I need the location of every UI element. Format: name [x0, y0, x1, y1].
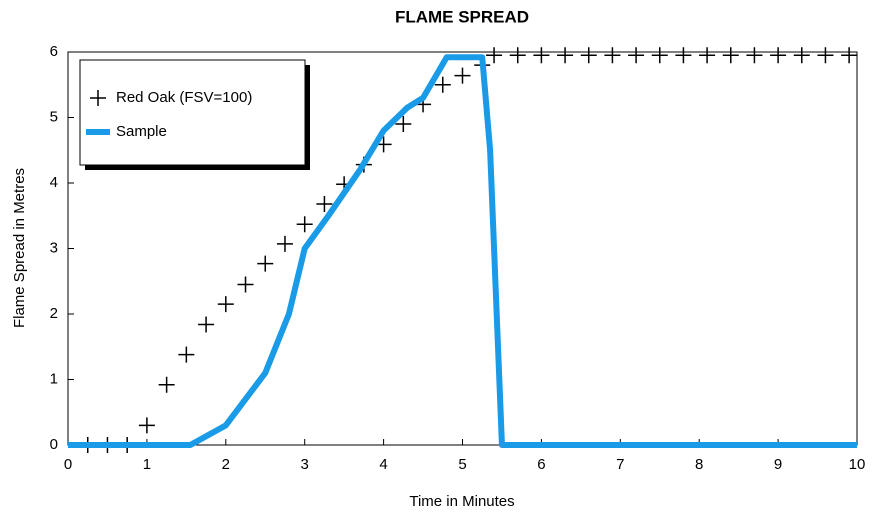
data-point — [434, 76, 451, 93]
data-point — [841, 47, 858, 64]
data-point — [395, 116, 412, 133]
data-point — [178, 346, 195, 363]
y-tick-label: 1 — [50, 370, 58, 387]
x-tick-label: 1 — [143, 456, 151, 473]
data-point — [793, 47, 810, 64]
data-point — [580, 47, 597, 64]
chart-title: FLAME SPREAD — [395, 7, 529, 26]
y-tick-label: 0 — [50, 436, 58, 453]
data-point — [557, 47, 574, 64]
y-tick-label: 2 — [50, 305, 58, 322]
x-axis-label: Time in Minutes — [409, 493, 514, 510]
x-tick-label: 8 — [695, 456, 703, 473]
legend-label: Sample — [116, 123, 167, 140]
data-point — [651, 47, 668, 64]
data-point — [217, 296, 234, 313]
data-point — [158, 376, 175, 393]
data-point — [296, 216, 313, 233]
data-point — [817, 47, 834, 64]
legend-label: Red Oak (FSV=100) — [116, 89, 252, 106]
data-point — [486, 47, 503, 64]
data-point — [138, 417, 155, 434]
legend-box — [79, 59, 306, 166]
data-point — [699, 47, 716, 64]
data-point — [628, 47, 645, 64]
x-tick-label: 3 — [301, 456, 309, 473]
y-tick-label: 5 — [50, 108, 58, 125]
y-axis-label: Flame Spread in Metres — [11, 168, 28, 328]
x-tick-label: 7 — [616, 456, 624, 473]
data-point — [746, 47, 763, 64]
data-point — [237, 276, 254, 293]
data-point — [509, 47, 526, 64]
data-point — [454, 67, 471, 84]
data-point — [257, 255, 274, 272]
data-point — [722, 47, 739, 64]
data-point — [604, 47, 621, 64]
data-point — [675, 47, 692, 64]
data-point — [770, 47, 787, 64]
legend-marker — [90, 90, 106, 106]
x-tick-label: 10 — [849, 456, 866, 473]
x-tick-label: 4 — [379, 456, 387, 473]
data-point — [198, 316, 215, 333]
data-line — [68, 54, 857, 448]
x-tick-label: 6 — [537, 456, 545, 473]
data-point — [276, 235, 293, 252]
x-tick-label: 2 — [222, 456, 230, 473]
x-tick-label: 9 — [774, 456, 782, 473]
y-tick-label: 6 — [50, 43, 58, 60]
y-tick-label: 3 — [50, 239, 58, 256]
y-tick-label: 4 — [50, 174, 58, 191]
x-tick-label: 5 — [458, 456, 466, 473]
data-point — [533, 47, 550, 64]
data-point — [316, 195, 333, 212]
x-tick-label: 0 — [64, 456, 72, 473]
